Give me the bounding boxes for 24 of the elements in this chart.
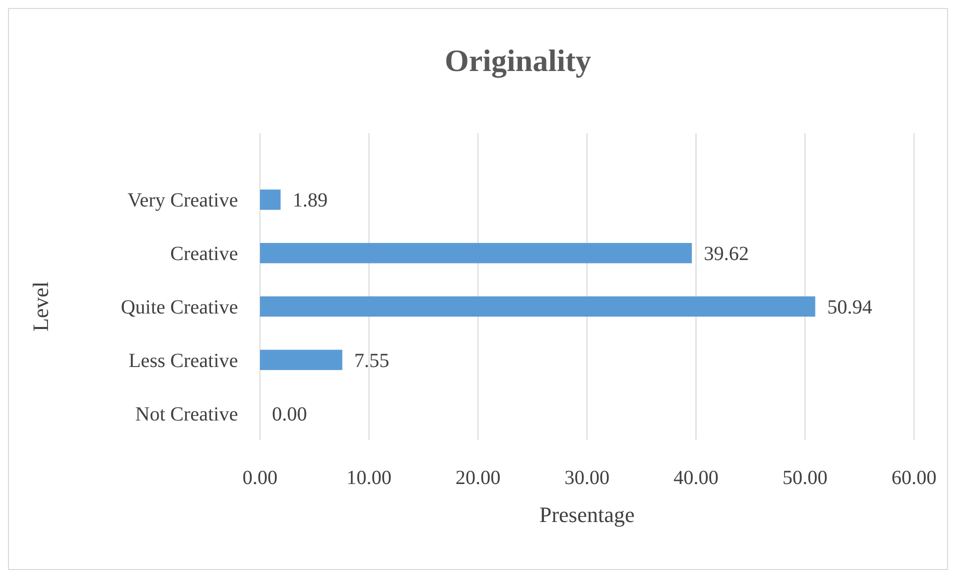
bar [260,242,692,264]
x-tick-label: 60.00 [892,467,936,489]
y-axis-title: Level [28,281,53,332]
x-axis-title: Presentage [539,502,635,527]
x-tick-label: 0.00 [242,467,278,489]
data-label: 39.62 [704,243,749,266]
bar [260,190,281,210]
y-tick-label: Not Creative [135,403,238,426]
data-label: 1.89 [292,190,328,212]
y-tick-label: Creative [170,243,238,266]
y-tick-label: Very Creative [127,190,238,212]
data-label: 50.94 [827,296,872,318]
x-tick-label: 10.00 [346,467,392,489]
y-tick-label: Quite Creative [120,296,238,318]
x-tick-label: 40.00 [674,467,718,489]
chart-title: Originality [444,43,592,78]
data-label: 0.00 [272,403,307,426]
x-tick-label: 20.00 [456,467,500,489]
x-tick-label: 50.00 [782,467,828,489]
data-label: 7.55 [354,350,390,372]
bar [260,296,816,317]
y-tick-label: Less Creative [128,350,238,372]
x-tick-label: 30.00 [564,467,610,489]
bar [260,350,342,370]
